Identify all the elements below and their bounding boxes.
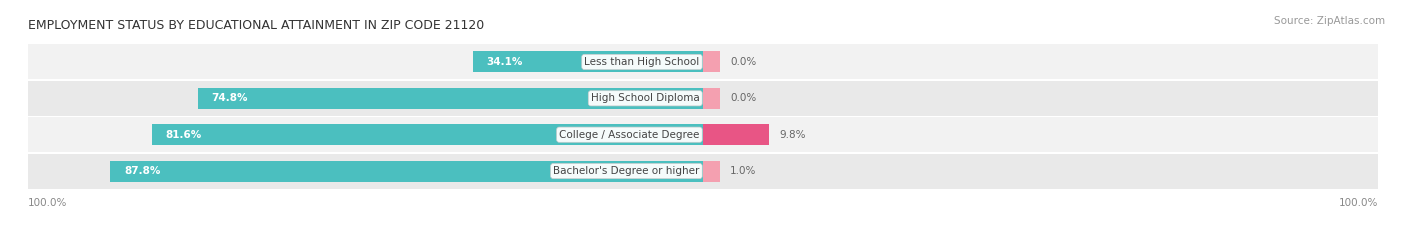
Text: Less than High School: Less than High School bbox=[585, 57, 700, 67]
Bar bbox=[28, 45, 1378, 79]
Text: 87.8%: 87.8% bbox=[124, 166, 160, 176]
Text: 34.1%: 34.1% bbox=[486, 57, 523, 67]
Text: Bachelor's Degree or higher: Bachelor's Degree or higher bbox=[553, 166, 700, 176]
Bar bbox=[28, 81, 1378, 116]
Text: EMPLOYMENT STATUS BY EDUCATIONAL ATTAINMENT IN ZIP CODE 21120: EMPLOYMENT STATUS BY EDUCATIONAL ATTAINM… bbox=[28, 18, 485, 31]
Bar bbox=[703, 88, 720, 109]
Bar bbox=[111, 161, 703, 182]
Text: 81.6%: 81.6% bbox=[166, 130, 202, 140]
Bar bbox=[28, 117, 1378, 152]
Bar bbox=[28, 154, 1378, 188]
Text: Source: ZipAtlas.com: Source: ZipAtlas.com bbox=[1274, 16, 1385, 26]
Text: 0.0%: 0.0% bbox=[730, 57, 756, 67]
Text: 100.0%: 100.0% bbox=[28, 198, 67, 208]
Text: 100.0%: 100.0% bbox=[1339, 198, 1378, 208]
Text: 1.0%: 1.0% bbox=[730, 166, 756, 176]
Text: College / Associate Degree: College / Associate Degree bbox=[560, 130, 700, 140]
Text: 9.8%: 9.8% bbox=[779, 130, 806, 140]
Bar bbox=[472, 51, 703, 72]
Bar bbox=[703, 124, 769, 145]
Bar bbox=[152, 124, 703, 145]
Bar bbox=[703, 161, 720, 182]
Text: High School Diploma: High School Diploma bbox=[591, 93, 700, 103]
Bar bbox=[703, 51, 720, 72]
Bar bbox=[198, 88, 703, 109]
Text: 74.8%: 74.8% bbox=[212, 93, 249, 103]
Text: 0.0%: 0.0% bbox=[730, 93, 756, 103]
